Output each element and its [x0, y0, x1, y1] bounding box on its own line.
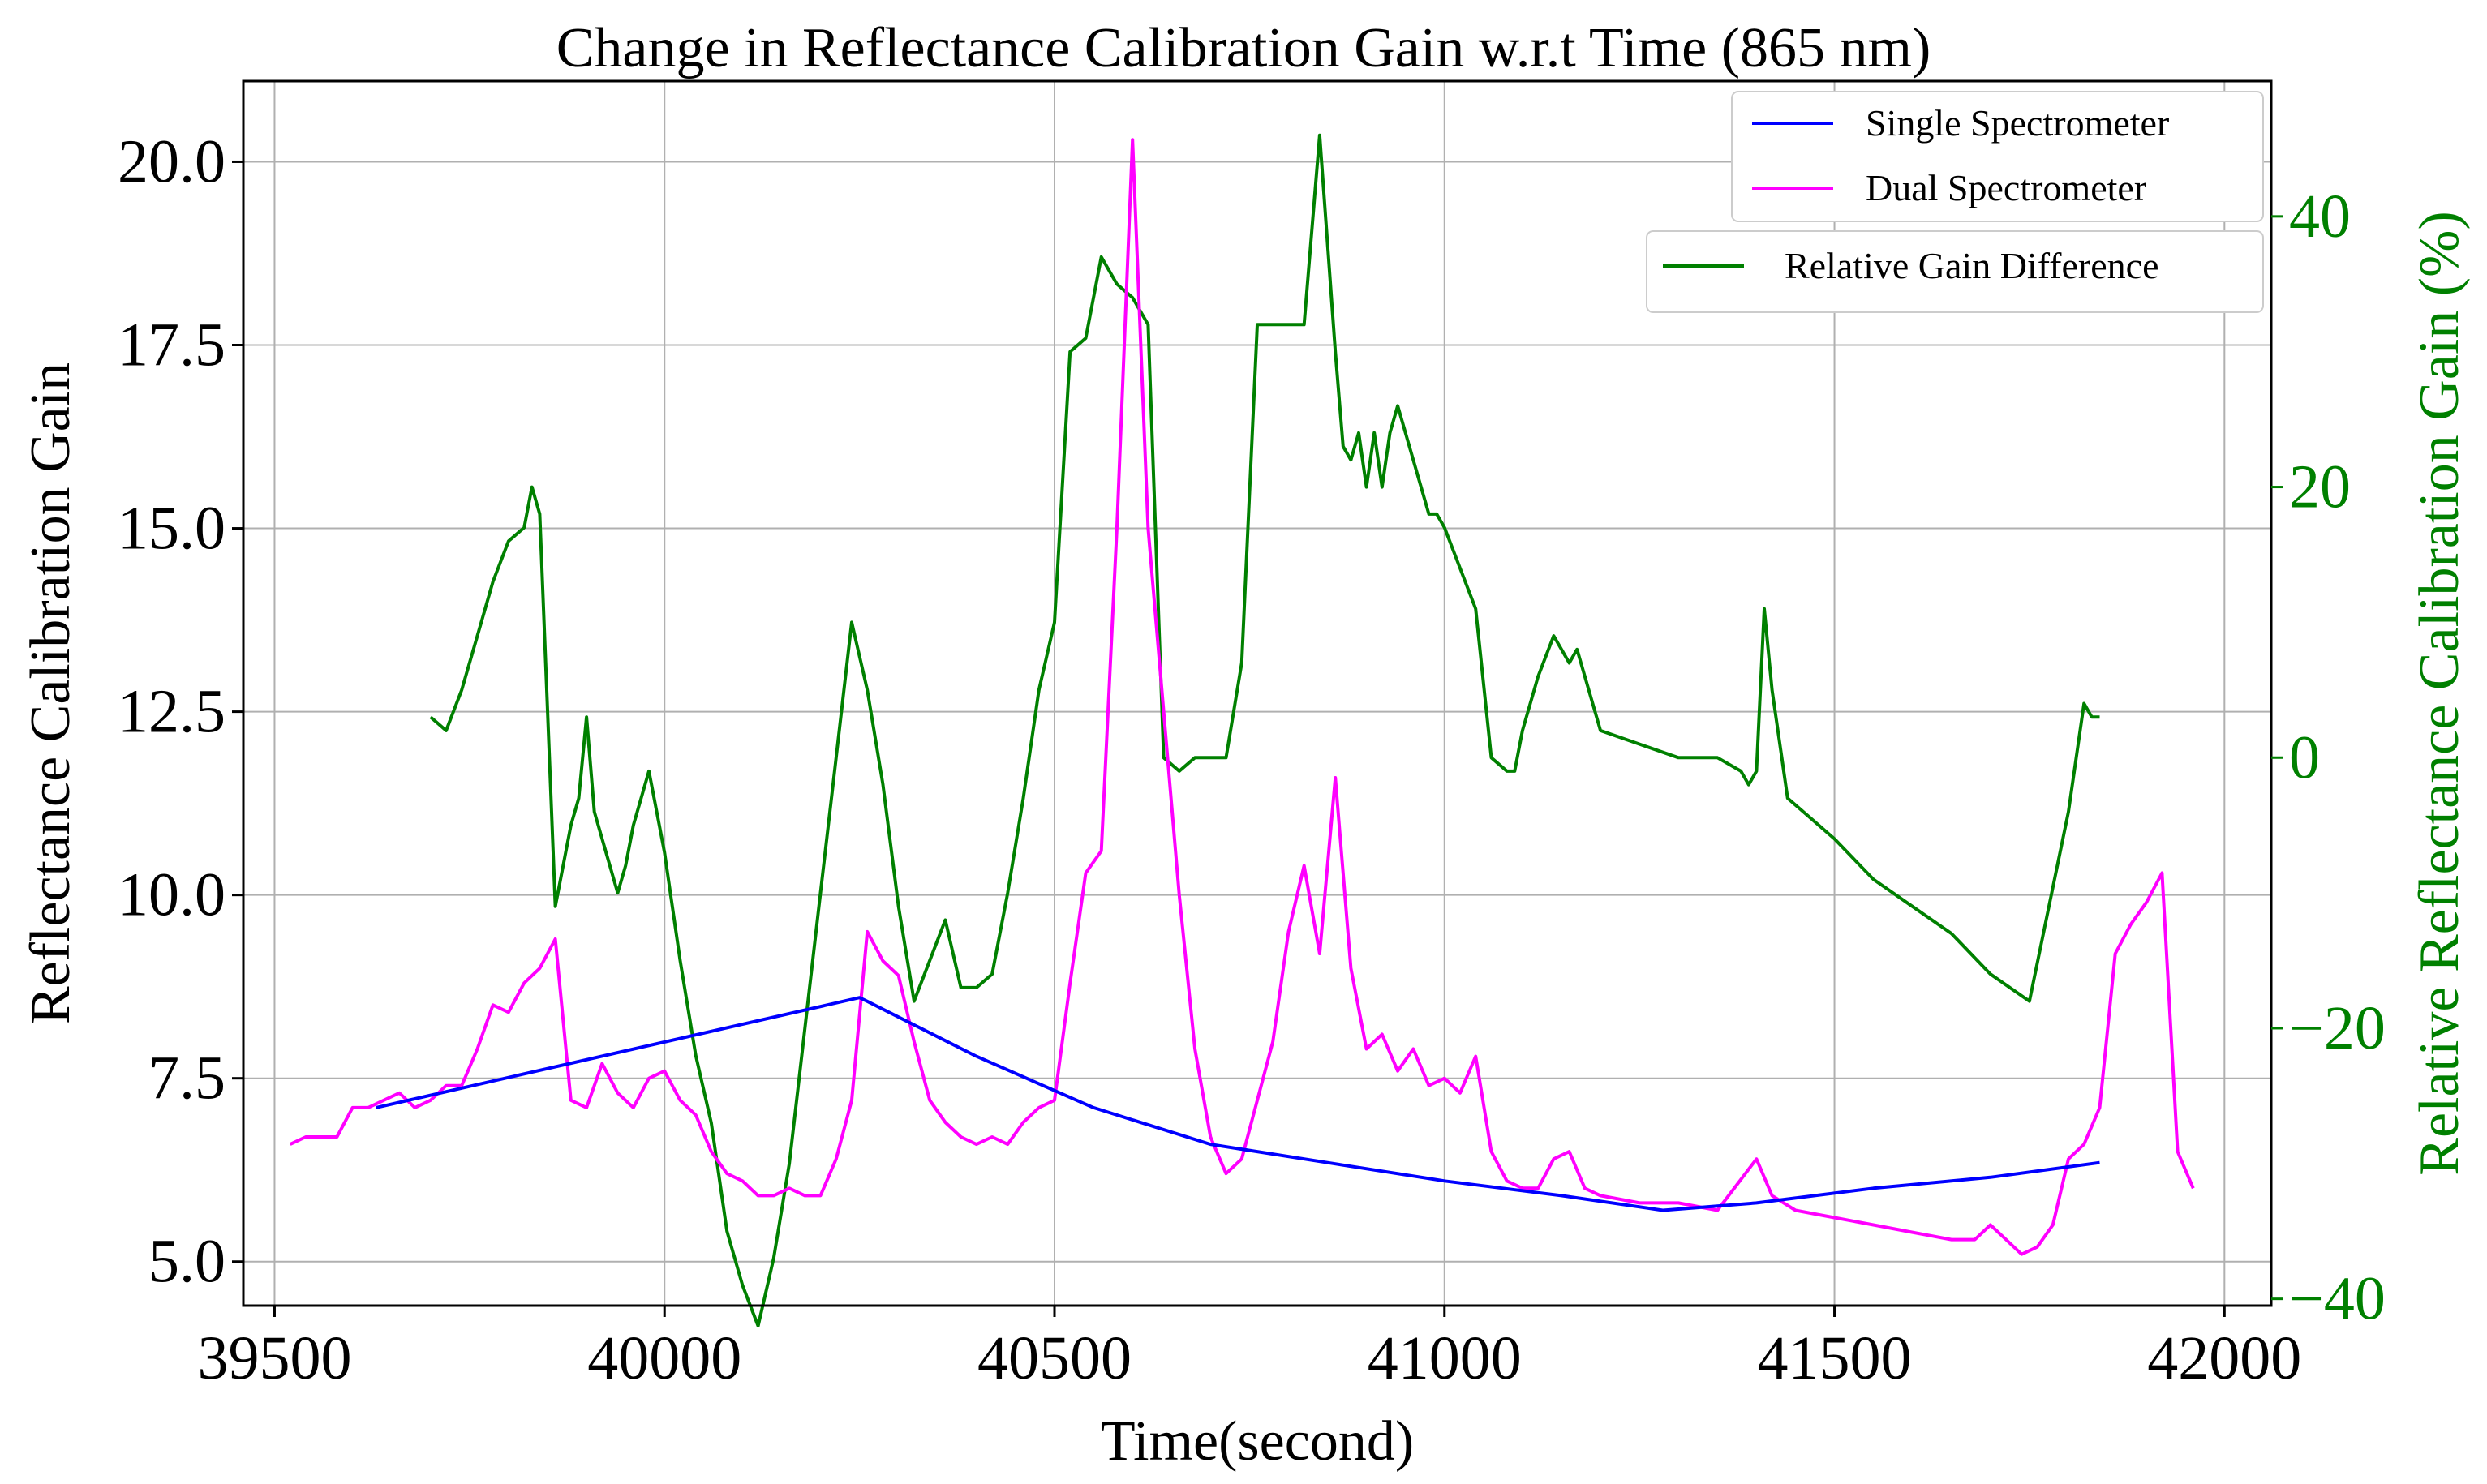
y-axis-label: Reflectance Calibration Gain — [19, 362, 82, 1024]
x-tick-label: 39500 — [197, 1324, 351, 1392]
y-axis-left: 5.0 7.5 10.0 12.5 15.0 17.5 20.0 — [118, 127, 243, 1296]
y-right-tick-label: −20 — [2289, 994, 2386, 1062]
series-line-single-spectrometer — [376, 996, 2100, 1212]
series-line-relative-gain-difference — [429, 133, 2100, 1327]
x-tick-label: 42000 — [2147, 1324, 2301, 1392]
legend: Single Spectrometer Dual Spectrometer — [1731, 91, 2264, 222]
x-tick-label: 40500 — [977, 1324, 1132, 1392]
y-axis-right-label: Relative Reflectance Calibration Gain (%… — [2408, 211, 2471, 1176]
y-tick-label: 5.0 — [148, 1228, 226, 1296]
y-tick-label: 12.5 — [118, 678, 226, 746]
plot-frame — [242, 79, 2273, 1307]
legend-right-box — [1646, 230, 2264, 313]
y-right-tick-label: 0 — [2289, 723, 2320, 791]
y-tick-label: 20.0 — [118, 127, 226, 195]
y-right-tick-label: 20 — [2289, 453, 2351, 521]
legend-right: Relative Gain Difference — [1646, 230, 2264, 313]
x-axis: 39500 40000 40500 41000 41500 42000 — [197, 1306, 2301, 1392]
chart-title: Change in Reflectance Calibration Gain w… — [556, 17, 1931, 79]
y-right-tick-label: −40 — [2289, 1265, 2386, 1333]
series-layer — [289, 133, 2195, 1327]
legend-box — [1731, 91, 2264, 222]
y-tick-label: 7.5 — [148, 1044, 226, 1113]
x-tick-label: 40000 — [587, 1324, 741, 1392]
legend-label-relative: Relative Gain Difference — [1785, 245, 2158, 286]
y-tick-label: 10.0 — [118, 861, 226, 929]
y-axis-right: −40 −20 0 20 40 — [2271, 182, 2386, 1333]
legend-label-dual: Dual Spectrometer — [1866, 167, 2146, 208]
legend-label-single: Single Spectrometer — [1866, 102, 2169, 144]
y-tick-label: 17.5 — [118, 311, 226, 380]
x-tick-label: 41500 — [1758, 1324, 1912, 1392]
series-line-dual-spectrometer — [289, 138, 2195, 1256]
y-right-tick-label: 40 — [2289, 182, 2351, 251]
x-axis-label: Time(second) — [1101, 1410, 1414, 1473]
y-tick-label: 15.0 — [118, 495, 226, 563]
x-tick-label: 41000 — [1368, 1324, 1522, 1392]
